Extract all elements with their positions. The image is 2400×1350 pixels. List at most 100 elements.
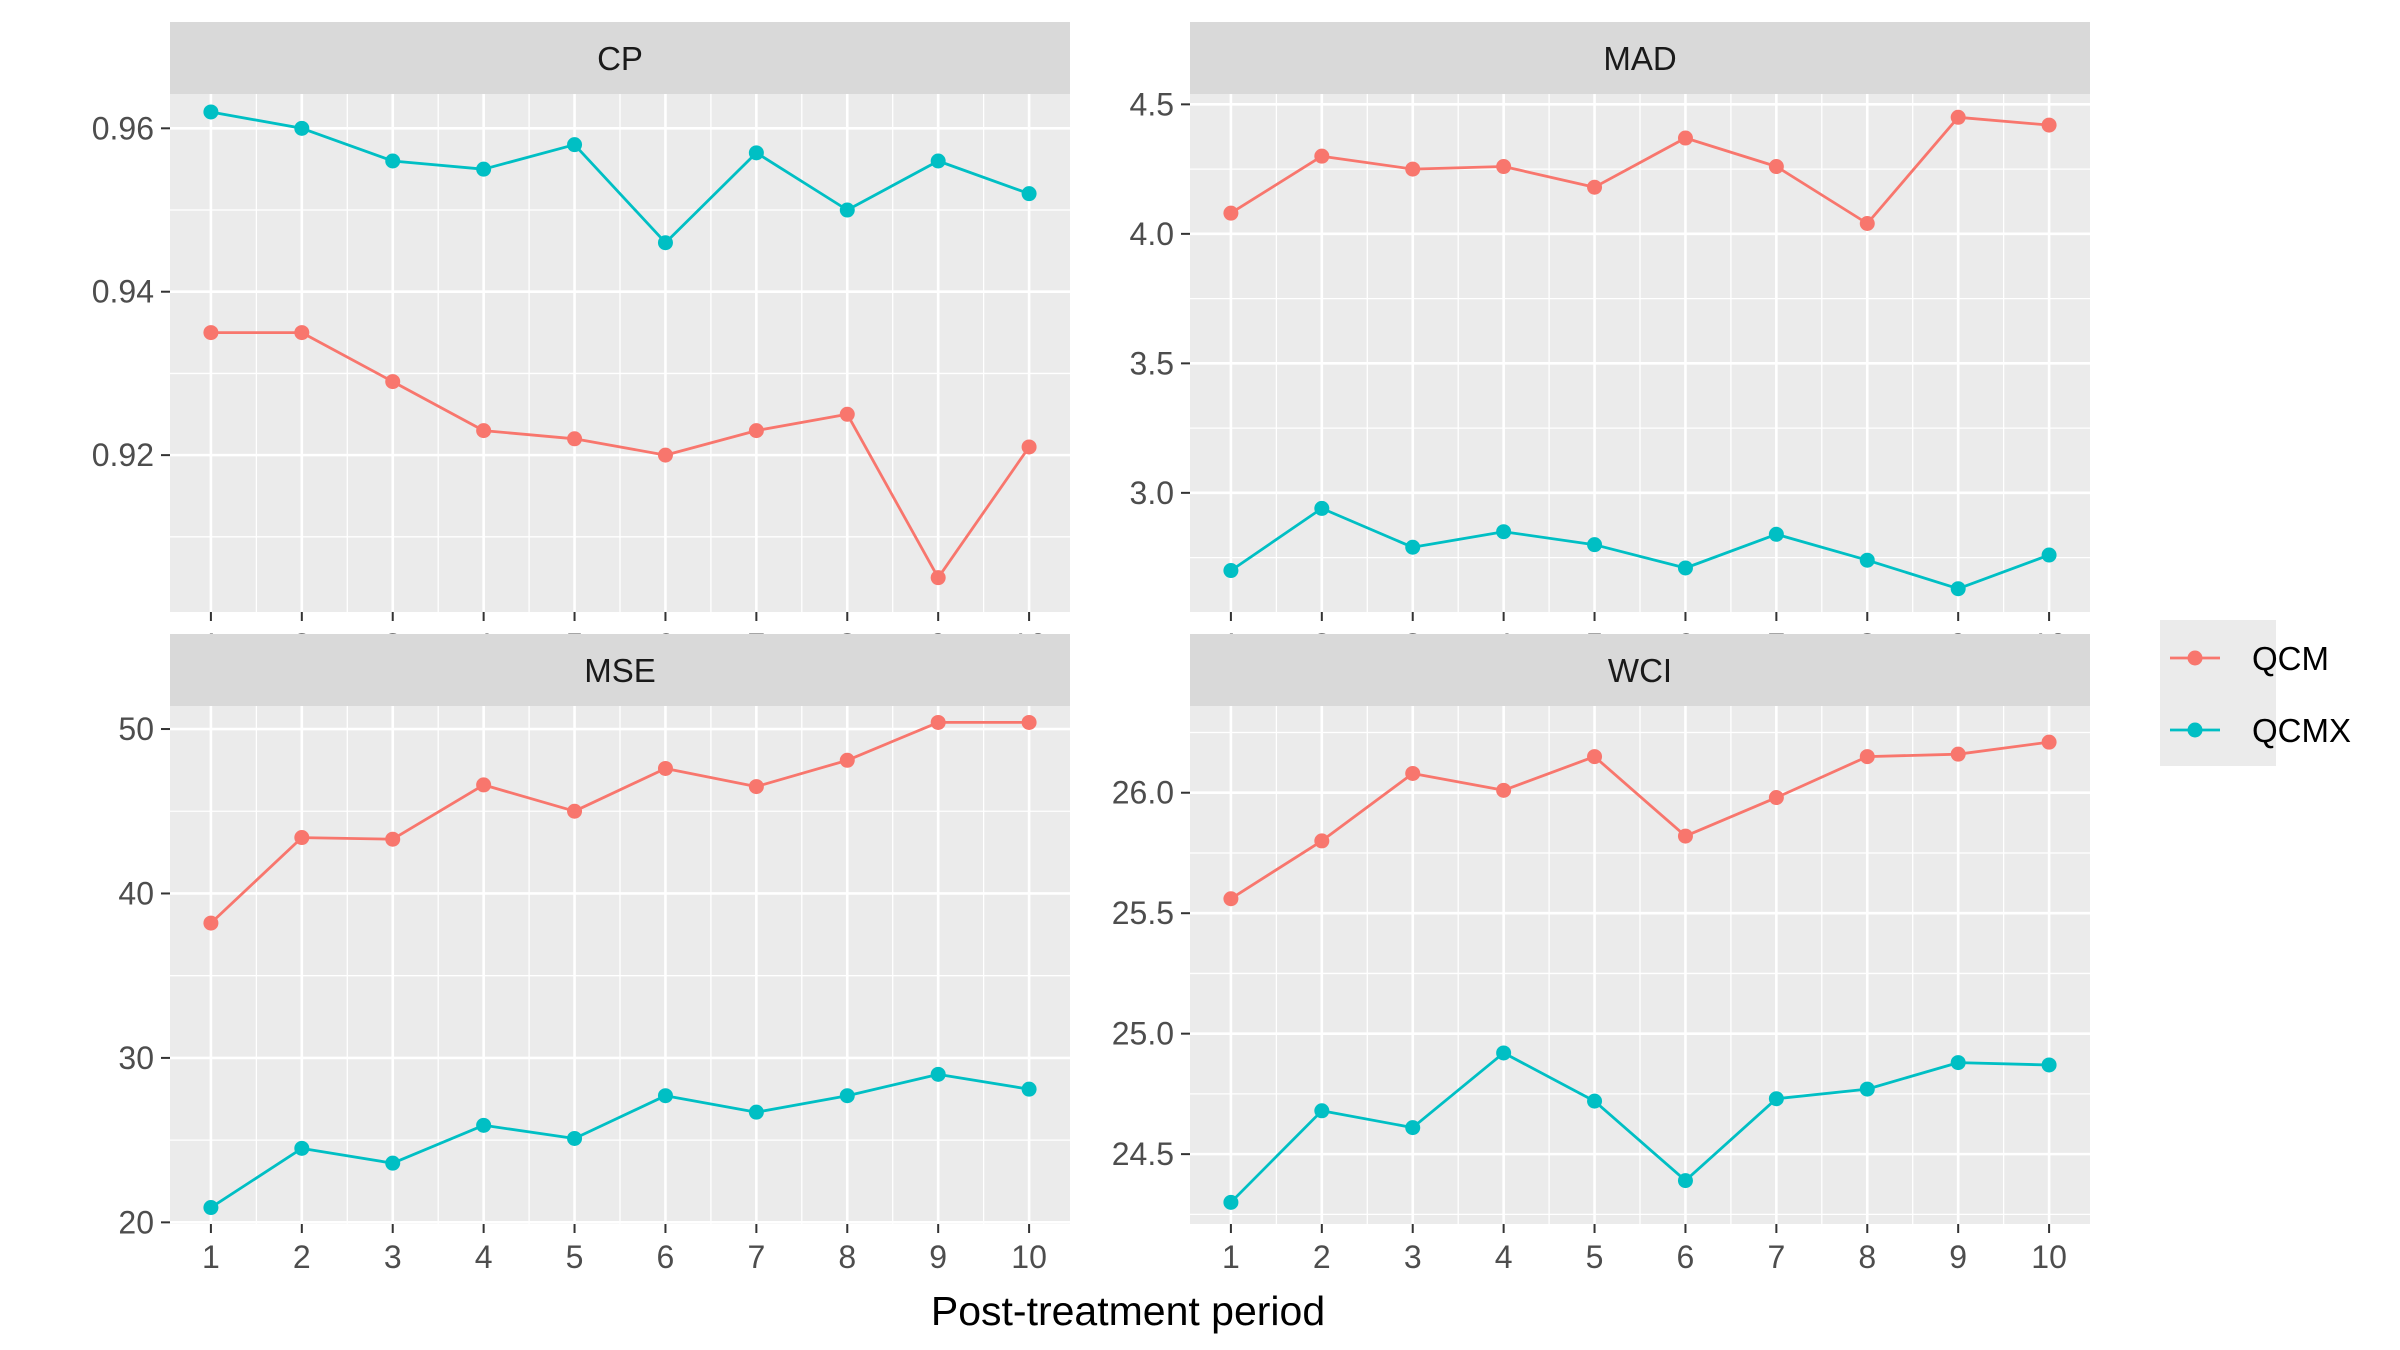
data-point-qcmx [839, 1088, 855, 1104]
legend-key-background [2160, 620, 2276, 766]
y-tick-label: 50 [118, 711, 154, 747]
data-point-qcm [1768, 159, 1784, 175]
data-point-qcmx [2041, 1057, 2057, 1073]
data-point-qcm [385, 831, 401, 847]
x-tick-label: 4 [475, 1239, 493, 1275]
data-point-qcmx [476, 1117, 492, 1133]
y-tick-label: 20 [118, 1204, 154, 1240]
data-point-qcmx [1950, 581, 1966, 597]
data-point-qcm [1405, 765, 1421, 781]
x-tick-label: 10 [1011, 1239, 1047, 1275]
legend-key-point [2187, 722, 2203, 738]
panels: CP 0.92 0.94 0.96 1 2 3 4 5 6 7 8 9 10 MAD 3.0 3.5 4.0 4.5… [92, 22, 2090, 1275]
data-point-qcm [1950, 109, 1966, 125]
data-point-qcmx [1859, 552, 1875, 568]
y-tick-label: 0.94 [92, 274, 154, 310]
data-point-qcm [1021, 439, 1037, 455]
panel-cp: CP0.920.940.9612345678910 [92, 22, 1070, 663]
data-point-qcmx [1950, 1055, 1966, 1071]
data-point-qcm [930, 570, 946, 586]
data-point-qcmx [476, 161, 492, 177]
y-tick-label: 24.5 [1112, 1136, 1174, 1172]
series-line-qcmx [1230, 506, 2050, 591]
series-line-qcm [1230, 740, 2050, 900]
data-point-qcmx [930, 153, 946, 169]
strip-label: MSE [584, 652, 656, 689]
data-point-qcmx [1677, 560, 1693, 576]
x-tick-label: 3 [1404, 1239, 1422, 1275]
legend-label: QCMX [2252, 712, 2351, 749]
series-line-qcmx [210, 1073, 1030, 1209]
data-point-qcm [657, 447, 673, 463]
data-point-qcmx [385, 1155, 401, 1171]
data-point-qcm [1768, 790, 1784, 806]
legend-key-point [2187, 650, 2203, 666]
data-point-qcm [1859, 216, 1875, 231]
data-point-qcm [839, 752, 855, 768]
data-point-qcm [748, 779, 764, 795]
legend-entry-qcm: QCM [2170, 640, 2329, 677]
data-point-qcm [930, 714, 946, 730]
y-tick-label: 26.0 [1112, 775, 1174, 811]
x-tick-label: 6 [657, 1239, 675, 1275]
data-point-qcmx [2041, 547, 2057, 563]
data-point-qcm [748, 423, 764, 439]
strip-label: WCI [1608, 652, 1672, 689]
data-point-qcm [1587, 749, 1603, 765]
data-point-qcmx [1223, 1194, 1239, 1210]
x-tick-label: 5 [1586, 1239, 1604, 1275]
series-line-qcm [209, 721, 1030, 925]
x-tick-label: 9 [929, 1239, 947, 1275]
x-tick-label: 4 [1495, 1239, 1513, 1275]
data-point-qcm [1950, 746, 1966, 762]
legend-entry-qcmx: QCMX [2170, 712, 2351, 749]
data-point-qcmx [1859, 1081, 1875, 1097]
legend: QCM QCMX [2160, 620, 2351, 766]
data-point-qcmx [748, 1104, 764, 1120]
data-point-qcmx [657, 1088, 673, 1104]
y-tick-label: 3.5 [1130, 345, 1174, 381]
data-point-qcmx [567, 137, 583, 153]
y-tick-label: 40 [118, 875, 154, 911]
data-point-qcmx [203, 104, 219, 120]
strip-background [1190, 634, 2090, 706]
data-point-qcm [203, 325, 219, 341]
data-point-qcm [1223, 205, 1239, 221]
data-point-qcmx [1021, 1081, 1037, 1097]
panel-wci: WCI 24.5 25.0 25.5 26.0 1 2 3 4 5 6 7 8 9 10 [1112, 634, 2090, 1275]
data-point-qcm [1314, 833, 1330, 849]
data-point-qcmx [567, 1130, 583, 1146]
data-point-qcmx [1768, 526, 1784, 542]
data-point-qcm [1021, 714, 1037, 730]
x-axis-title: Post-treatment period [931, 1288, 1325, 1334]
data-point-qcm [2041, 734, 2057, 750]
data-point-qcmx [385, 153, 401, 169]
data-point-qcmx [930, 1066, 946, 1082]
y-tick-label: 30 [118, 1040, 154, 1076]
data-point-qcmx [1587, 537, 1603, 553]
y-tick-label: 0.96 [92, 110, 154, 146]
data-point-qcm [657, 760, 673, 776]
data-point-qcm [203, 915, 219, 931]
y-tick-label: 25.5 [1112, 895, 1174, 931]
data-point-qcm [294, 325, 310, 341]
strip-background [1190, 22, 2090, 94]
data-point-qcm [567, 431, 583, 447]
strip-background [170, 22, 1070, 94]
data-point-qcm [1405, 161, 1421, 177]
data-point-qcm [385, 374, 401, 390]
data-point-qcm [1677, 130, 1693, 146]
data-point-qcmx [294, 120, 310, 136]
x-tick-label: 8 [838, 1239, 856, 1275]
data-point-qcmx [748, 145, 764, 161]
data-point-qcmx [203, 1200, 219, 1216]
y-tick-label: 4.0 [1130, 216, 1174, 252]
x-tick-label: 1 [1222, 1239, 1240, 1275]
x-tick-label: 5 [566, 1239, 584, 1275]
data-point-qcm [476, 777, 492, 793]
data-point-qcmx [657, 235, 673, 251]
strip-background [170, 634, 1070, 706]
series-line-qcmx [1229, 1051, 2050, 1204]
y-tick-label: 3.0 [1130, 475, 1174, 511]
